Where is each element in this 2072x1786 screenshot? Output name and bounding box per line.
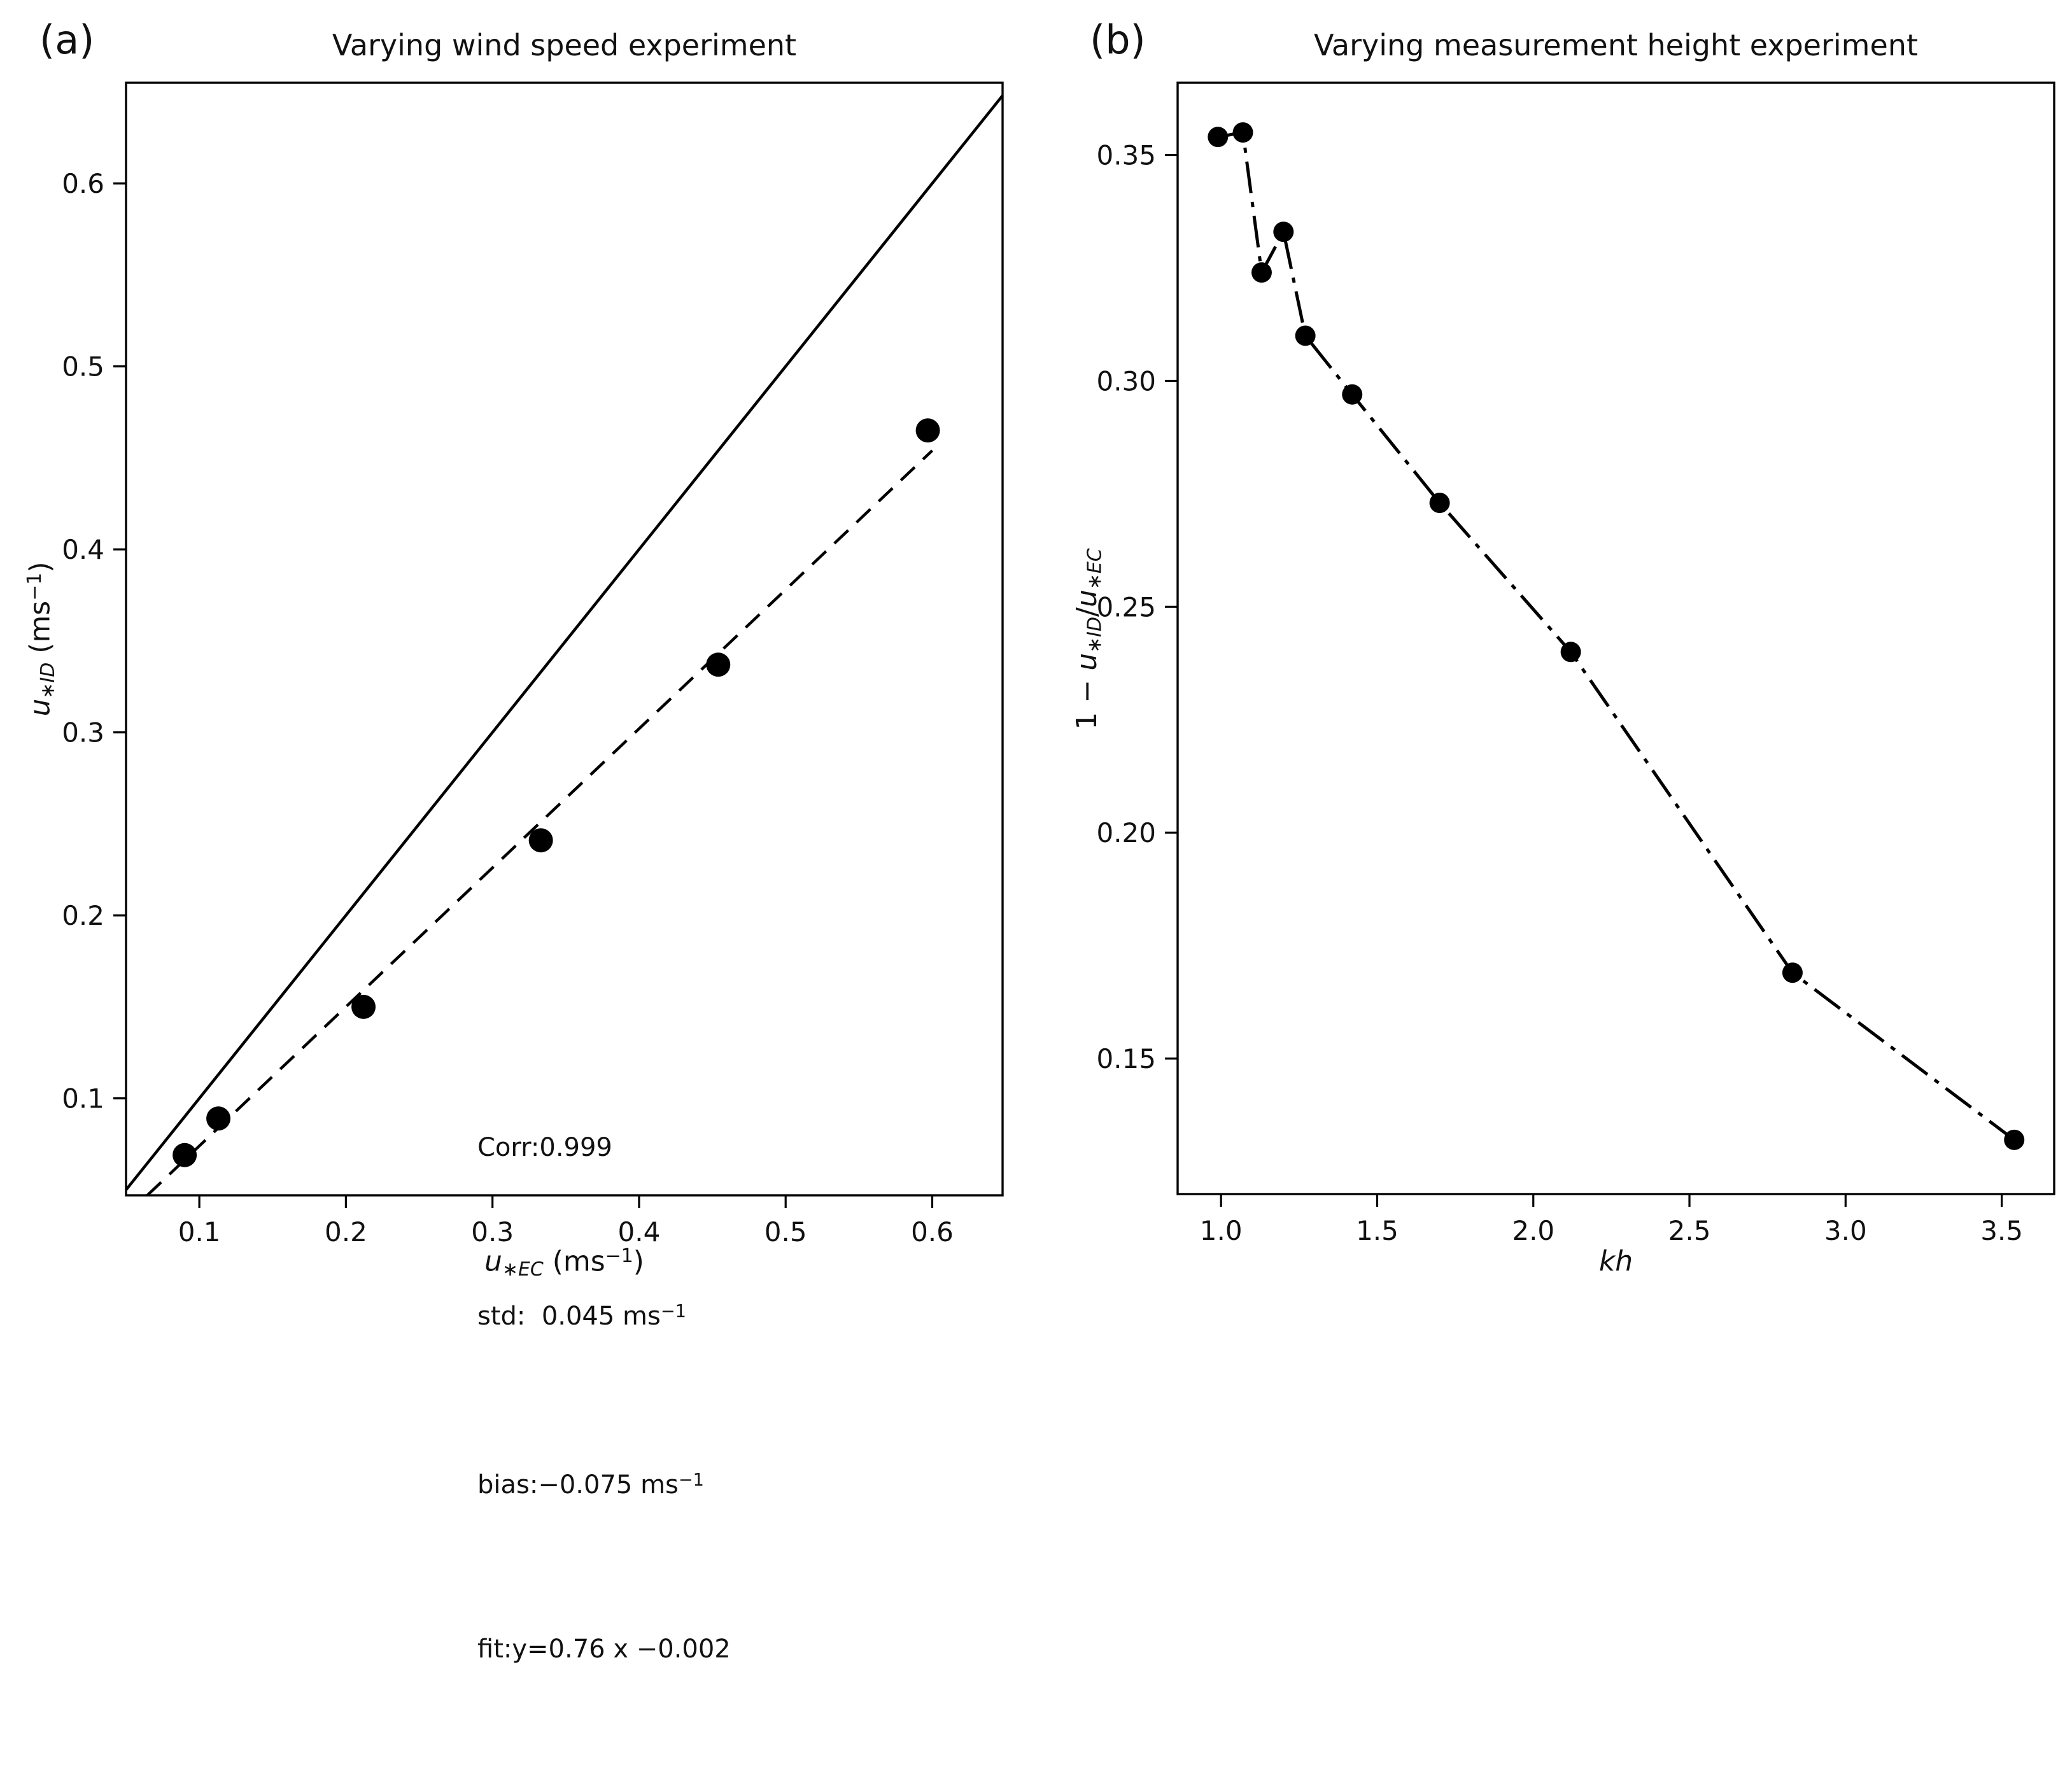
data-point-a [351,994,376,1019]
x-tick-label-a: 0.4 [618,1216,661,1248]
identity-line [125,94,1004,1191]
ylabel-b-sub1: ∗ID [1083,616,1106,653]
panel-b-title: Varying measurement height experiment [1314,28,1918,62]
data-point-a [528,828,553,853]
data-point-b [1295,325,1316,346]
stat-fit-text: fit:y=0.76 x −0.002 [477,1635,731,1664]
ylabel-a-unit: (ms [24,600,57,663]
y-tick-label-a: 0.3 [62,717,104,749]
data-point-b [1342,384,1363,405]
x-tick-label-b: 2.0 [1512,1215,1554,1246]
ylabel-a-var: u [24,698,57,717]
data-point-b [1251,262,1272,283]
xlabel-a-sub: ∗EC [502,1258,544,1281]
panel-a-corner-label: (a) [39,17,95,63]
data-point-a [915,418,940,443]
figure-canvas: 0.1 0.2 0.3 0.4 0.5 0.6 0.1 0.2 0.3 0.4 0.5 0.6 1.0 1… [15,17,2055,1664]
x-tick-label-a: 0.6 [911,1216,954,1248]
ylabel-a-unit-close: ) [24,561,57,573]
data-point-b [1560,642,1581,663]
y-tick-label-a: 0.2 [62,900,104,931]
ylabel-a-sup: −1 [24,572,46,601]
y-tick-label-a: 0.4 [62,534,104,565]
data-point-a [206,1106,231,1131]
panel-a-x-axis-label: u∗EC (ms−1) [126,1245,1003,1281]
plot-frame-a [125,81,1004,1197]
x-tick-label-b: 3.5 [1980,1215,2023,1246]
ylabel-b-pre: 1 − [1071,670,1103,730]
stat-line-corr: Corr:0.999 [477,1120,731,1175]
series-line-b [1217,130,2015,1141]
xlabel-a-unit: (ms [543,1245,605,1278]
panel-b-y-axis-label: 1 − u∗ID/u∗EC [1067,384,1108,894]
data-point-b [1429,493,1450,514]
y-tick-label-b: 0.35 [1096,140,1156,171]
x-tick-label-b: 3.0 [1824,1215,1867,1246]
xlabel-a-var: u [484,1245,502,1278]
stat-line-bias: bias:−0.075 ms−1 [477,1453,731,1512]
y-tick-label-a: 0.5 [62,351,104,383]
stat-corr-text: Corr:0.999 [477,1133,612,1162]
data-point-a [706,652,731,677]
data-point-b [1782,962,1803,983]
xlabel-a-unit-close: ) [633,1245,644,1278]
stats-annotation: Corr:0.999 std: 0.045 ms−1 bias:−0.075 m… [477,1011,731,1786]
y-tick-label-b: 0.15 [1096,1043,1156,1074]
ylabel-a-sub: ∗ID [36,662,59,699]
data-point-b [1232,122,1253,143]
x-tick-label-a: 0.2 [325,1216,367,1248]
data-point-b [2004,1129,2025,1150]
data-point-b [1208,127,1229,148]
plot-frame-b [1176,81,2055,1195]
x-tick-label-a: 0.3 [471,1216,514,1248]
ylabel-b-slash: / [1071,607,1103,617]
x-tick-label-b: 1.5 [1356,1215,1399,1246]
fit-line [146,449,934,1197]
y-tick-label-b: 0.30 [1096,365,1156,397]
stat-bias-sup: −1 [678,1470,704,1491]
ylabel-b-var1: u [1071,652,1103,671]
stat-std-text: std: 0.045 ms [477,1302,661,1332]
data-point-b [1273,221,1294,243]
x-tick-label-a: 0.5 [765,1216,807,1248]
panel-b-x-axis-label: kh [1598,1245,1633,1277]
stat-std-sup: −1 [660,1302,686,1321]
y-tick-label-b: 0.25 [1096,591,1156,622]
stat-line-std: std: 0.045 ms−1 [477,1284,731,1344]
y-tick-label-a: 0.6 [62,168,104,199]
panel-a-y-axis-label: u∗ID (ms−1) [15,384,59,894]
ylabel-b-sub2: ∗EC [1083,548,1106,590]
chart-canvas: 0.1 0.2 0.3 0.4 0.5 0.6 0.1 0.2 0.3 0.4 0.5 0.6 1.0 1… [62,81,2055,1248]
data-point-a [173,1143,197,1167]
stat-bias-text: bias:−0.075 ms [477,1470,679,1500]
stat-line-fit: fit:y=0.76 x −0.002 [477,1622,731,1677]
ylabel-b-var2: u [1071,589,1103,608]
y-tick-label-b: 0.20 [1096,817,1156,848]
y-tick-label-a: 0.1 [62,1083,104,1114]
panel-b-corner-label: (b) [1090,17,1146,63]
x-tick-label-a: 0.1 [178,1216,221,1248]
xlabel-a-sup: −1 [605,1245,633,1267]
x-tick-label-b: 1.0 [1200,1215,1243,1246]
panel-a-title: Varying wind speed experiment [332,28,797,62]
x-tick-label-b: 2.5 [1668,1215,1711,1246]
